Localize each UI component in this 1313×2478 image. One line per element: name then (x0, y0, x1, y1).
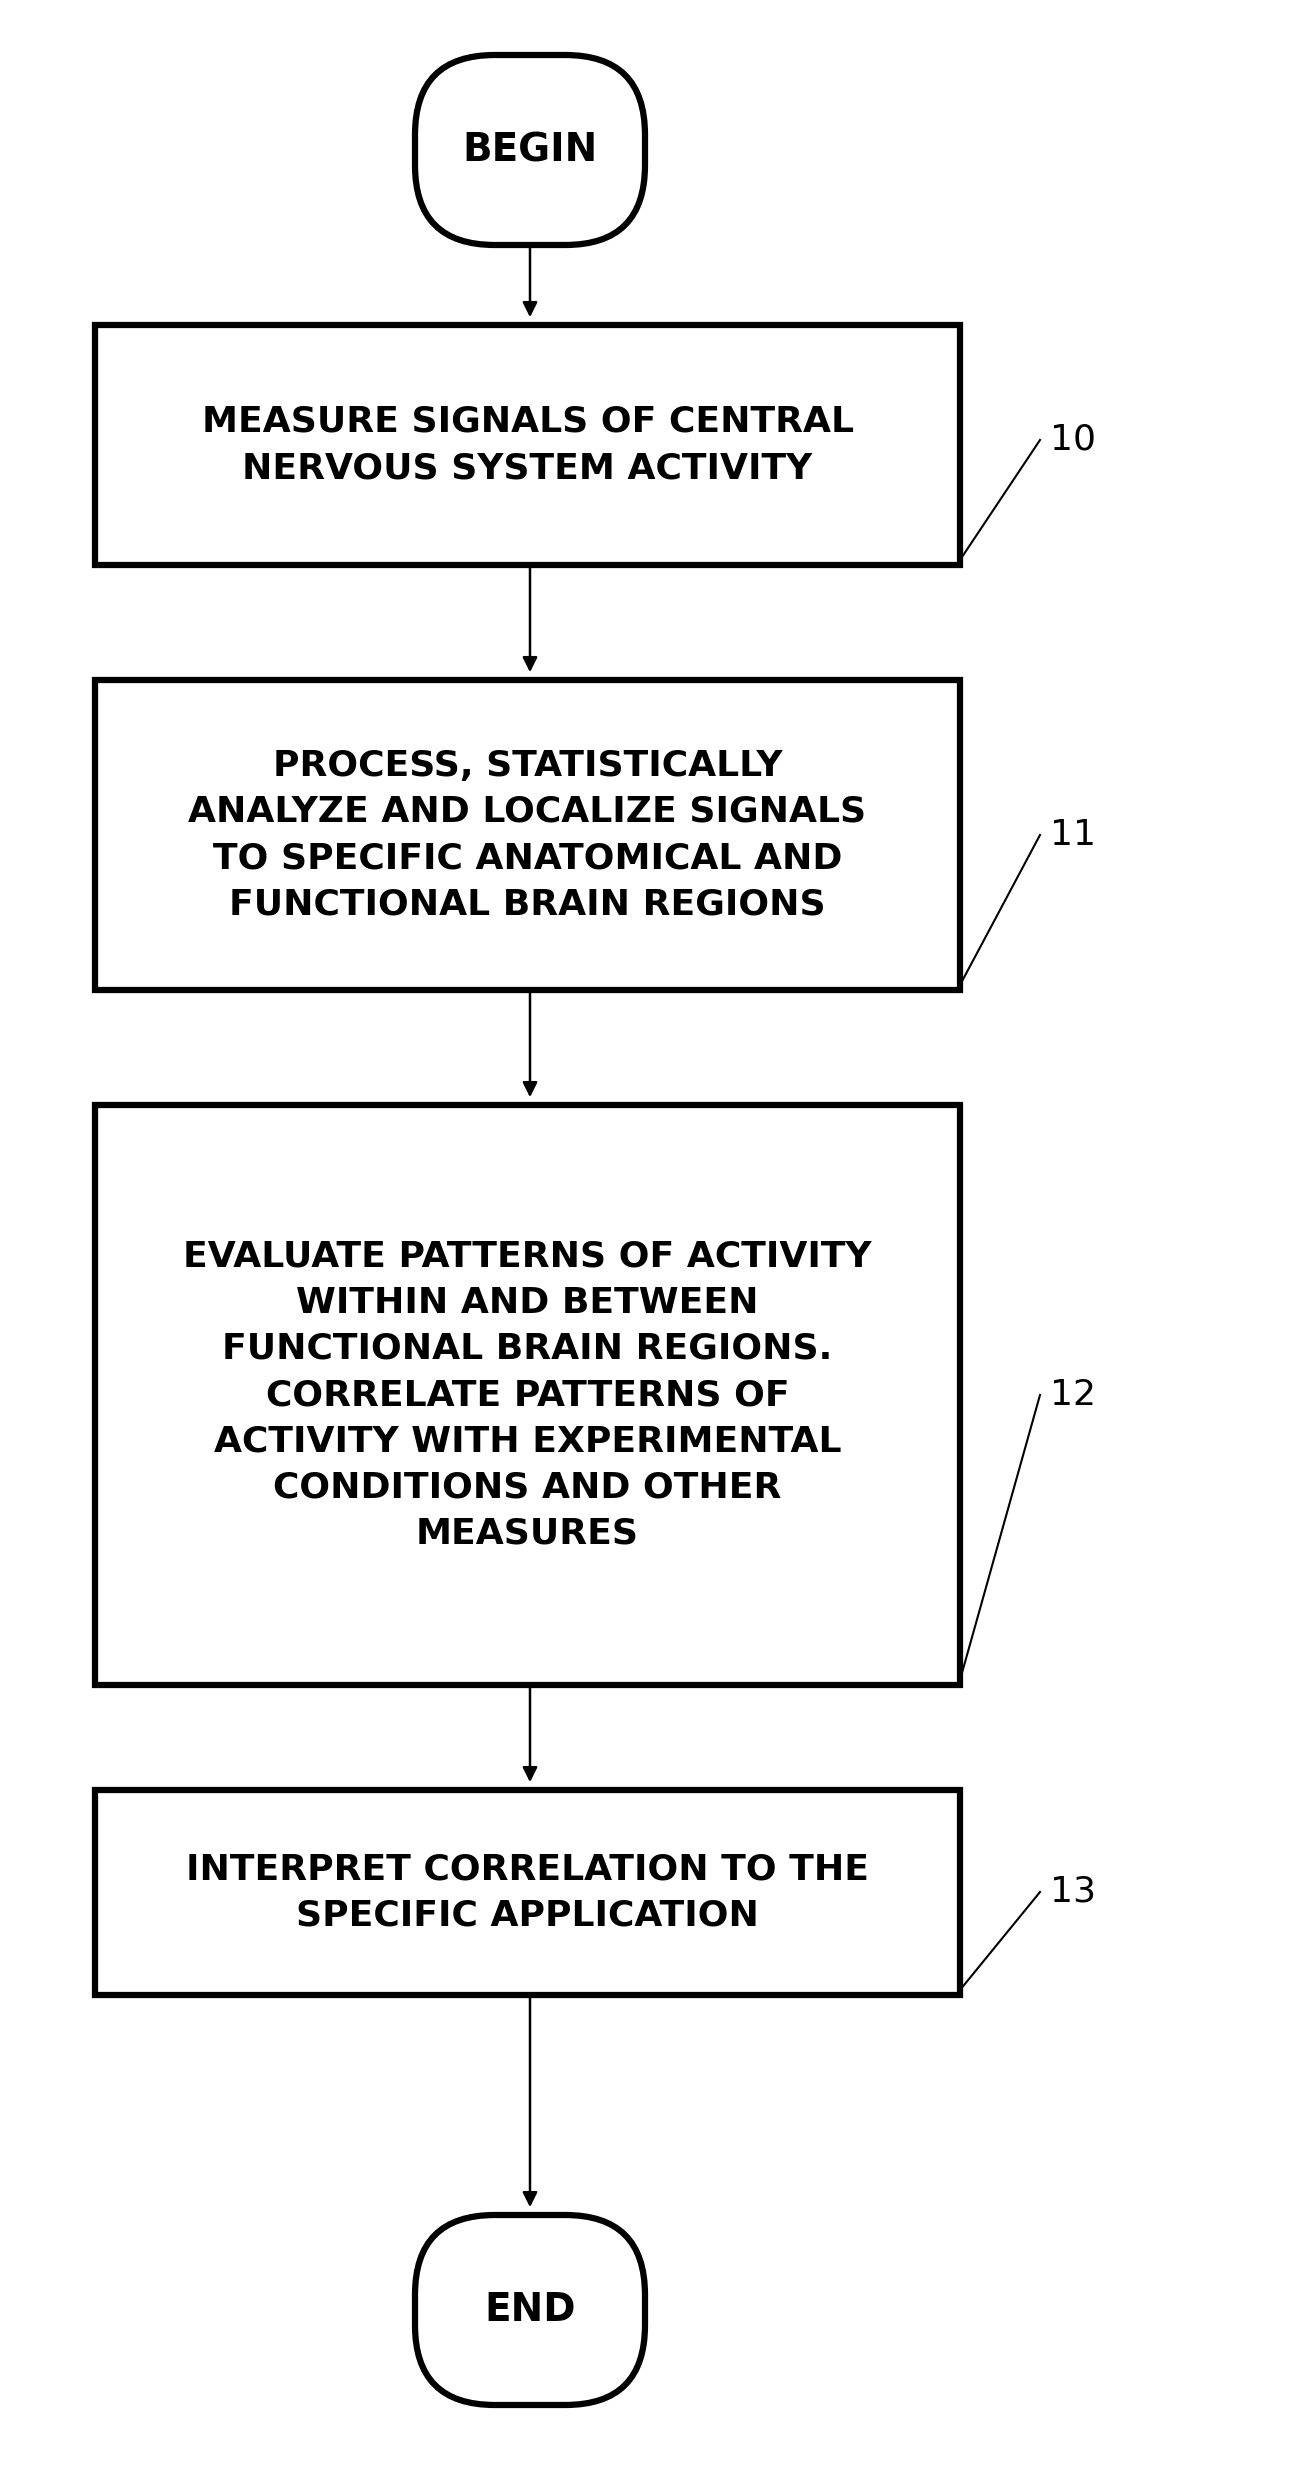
FancyBboxPatch shape (415, 2215, 645, 2406)
Text: 11: 11 (1050, 818, 1096, 852)
Text: 10: 10 (1050, 424, 1096, 456)
Text: PROCESS, STATISTICALLY
ANALYZE AND LOCALIZE SIGNALS
TO SPECIFIC ANATOMICAL AND
F: PROCESS, STATISTICALLY ANALYZE AND LOCAL… (189, 748, 867, 922)
Bar (95, 1789, 960, 1995)
Text: EVALUATE PATTERNS OF ACTIVITY
WITHIN AND BETWEEN
FUNCTIONAL BRAIN REGIONS.
CORRE: EVALUATE PATTERNS OF ACTIVITY WITHIN AND… (184, 1239, 872, 1551)
Text: BEGIN: BEGIN (462, 131, 597, 169)
Bar (95, 1105, 960, 1685)
Text: INTERPRET CORRELATION TO THE
SPECIFIC APPLICATION: INTERPRET CORRELATION TO THE SPECIFIC AP… (186, 1854, 869, 1933)
Bar (95, 679, 960, 991)
Text: 13: 13 (1050, 1876, 1096, 1908)
Text: END: END (484, 2292, 575, 2329)
Text: MEASURE SIGNALS OF CENTRAL
NERVOUS SYSTEM ACTIVITY: MEASURE SIGNALS OF CENTRAL NERVOUS SYSTE… (201, 404, 853, 486)
Text: 12: 12 (1050, 1378, 1096, 1412)
Bar (95, 325, 960, 565)
FancyBboxPatch shape (415, 55, 645, 245)
